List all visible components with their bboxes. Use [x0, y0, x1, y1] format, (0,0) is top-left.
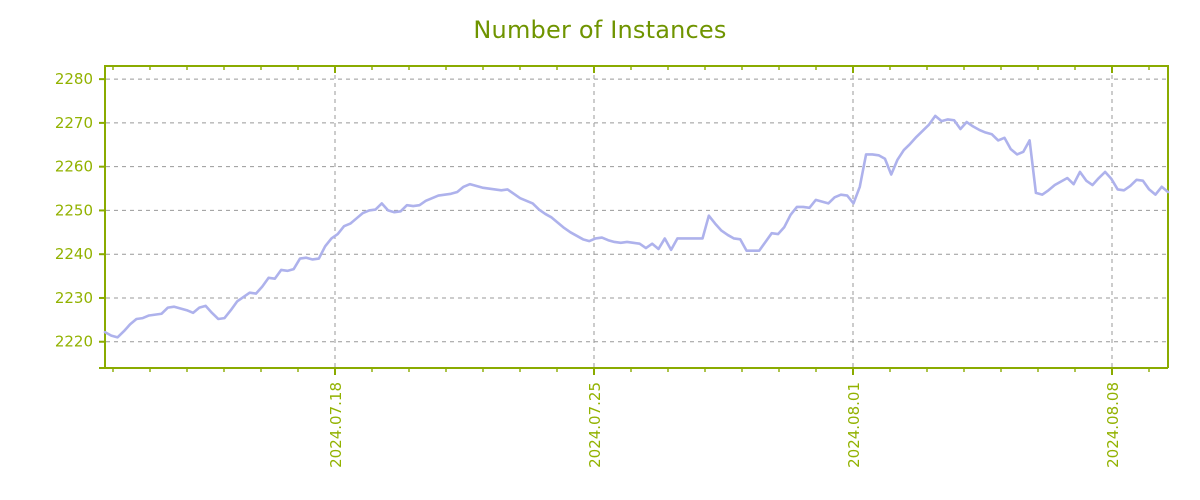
x-axis-tick-label: 2024.08.01 — [845, 382, 863, 468]
y-axis-labels: 2220 2230 2240 2250 2260 2270 2280 — [55, 70, 93, 351]
x-axis-ticks — [334, 66, 1113, 375]
y-axis-tick-label: 2250 — [55, 201, 93, 219]
x-axis-minor-ticks — [112, 66, 1150, 372]
chart-title: Number of Instances — [473, 16, 727, 44]
data-series-line — [103, 114, 1170, 339]
gridlines — [106, 67, 1168, 368]
y-axis-tick-label: 2280 — [55, 70, 93, 88]
y-axis-tick-label: 2240 — [55, 245, 93, 263]
y-axis-tick-label: 2260 — [55, 158, 93, 176]
x-axis-tick-label: 2024.08.08 — [1104, 382, 1122, 468]
plot-frame — [99, 65, 1169, 369]
y-axis-tick-label: 2270 — [55, 114, 93, 132]
x-axis-labels: 2024.07.18 2024.07.25 2024.08.01 2024.08.08 — [327, 382, 1122, 468]
x-axis-tick-label: 2024.07.18 — [327, 382, 345, 468]
y-axis-tick-label: 2230 — [55, 289, 93, 307]
y-axis-tick-label: 2220 — [55, 333, 93, 351]
x-axis-tick-label: 2024.07.25 — [586, 382, 604, 468]
